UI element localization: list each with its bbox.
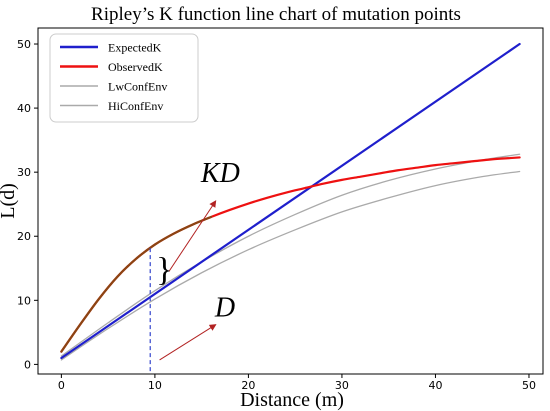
chart-title: Ripley’s K function line chart of mutati…: [91, 4, 461, 25]
annotation-brace: }: [156, 251, 172, 288]
y-tick-label: 50: [17, 38, 31, 51]
legend-label: LwConfEnv: [108, 80, 167, 94]
series-line-lwconfenv: [60, 170, 521, 361]
annotation-arrow: [159, 324, 217, 361]
plot-layer: 0 10 20 30 40 50 0 10 20 30 40 50 KD D}: [17, 27, 544, 392]
annotation-label: KD: [200, 158, 240, 189]
legend-label: ObservedK: [108, 60, 163, 74]
series-line-expectedk: [60, 42, 521, 360]
y-tick-label: 10: [17, 294, 31, 307]
annotation-label: D: [214, 292, 235, 323]
x-tick-label: 10: [148, 379, 162, 392]
kd-overlay-curve: [60, 215, 213, 353]
x-tick-label: 50: [522, 379, 536, 392]
x-axis-label: Distance (m): [240, 389, 344, 411]
x-tick-label: 20: [241, 379, 255, 392]
y-tick-label: 20: [17, 230, 31, 243]
plot-frame: [37, 27, 544, 375]
series-line-observedk: [60, 156, 521, 353]
legend-label: ExpectedK: [108, 41, 162, 55]
legend: ExpectedK ObservedK LwConfEnv HiConfEnv: [49, 33, 199, 123]
y-axis-label: L(d): [0, 183, 19, 219]
series-line-hiconfenv: [60, 153, 521, 357]
x-tick-label: 30: [335, 379, 349, 392]
x-tick-label: 0: [58, 379, 65, 392]
annotation-arrow: [168, 200, 217, 272]
legend-label: HiConfEnv: [108, 99, 163, 113]
x-tick-label: 40: [428, 379, 442, 392]
y-tick-label: 30: [17, 166, 31, 179]
legend-box: [49, 33, 199, 123]
y-tick-label: 40: [17, 102, 31, 115]
y-tick-label: 0: [24, 358, 31, 371]
